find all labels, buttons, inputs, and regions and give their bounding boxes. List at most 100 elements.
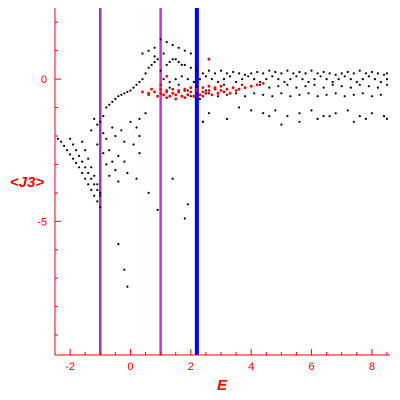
data-point	[132, 143, 135, 146]
data-point	[346, 109, 349, 112]
data-point	[99, 206, 102, 209]
data-point	[298, 120, 301, 123]
data-point	[241, 78, 244, 81]
data-point	[238, 106, 241, 109]
data-point	[114, 134, 117, 138]
data-point	[123, 268, 126, 271]
data-point	[108, 149, 111, 152]
data-point	[183, 217, 186, 220]
data-point	[135, 177, 138, 180]
data-point	[174, 58, 177, 61]
data-point	[141, 90, 144, 94]
data-point	[204, 91, 208, 95]
data-point	[171, 58, 174, 61]
data-point	[99, 191, 102, 194]
data-point	[93, 117, 96, 120]
data-point	[165, 74, 169, 78]
data-point	[307, 80, 310, 84]
axes: -2 0 2 4 6 8 0 -5	[37, 8, 390, 373]
data-point	[225, 72, 229, 75]
data-point	[219, 69, 223, 72]
data-point	[84, 177, 87, 180]
data-point	[207, 89, 211, 92]
data-point	[268, 86, 271, 89]
data-point	[207, 57, 211, 61]
x-tick-label: 8	[369, 361, 375, 373]
data-point	[292, 72, 295, 75]
data-point	[385, 72, 389, 75]
data-point	[235, 92, 238, 95]
data-point	[126, 90, 129, 93]
data-point	[138, 117, 141, 120]
x-tick-label: 6	[308, 361, 314, 373]
data-point	[283, 80, 286, 84]
data-point	[168, 94, 172, 98]
data-point	[144, 112, 147, 115]
data-point	[261, 82, 265, 85]
data-point	[141, 78, 144, 81]
data-point	[262, 93, 265, 96]
data-point	[334, 73, 337, 76]
data-point	[195, 87, 199, 91]
data-point	[201, 94, 205, 98]
data-point	[174, 93, 178, 97]
data-point	[255, 83, 259, 87]
data-point	[280, 123, 283, 126]
data-point	[304, 85, 307, 88]
data-point	[361, 92, 364, 95]
data-point	[222, 90, 226, 94]
data-point	[120, 93, 123, 96]
data-point	[135, 126, 138, 129]
data-point	[189, 52, 192, 55]
data-point	[183, 63, 186, 66]
data-point	[304, 72, 307, 75]
data-point	[171, 43, 174, 47]
data-point	[159, 38, 162, 41]
data-point	[168, 86, 171, 89]
data-point	[319, 75, 322, 78]
data-point	[204, 75, 207, 78]
data-point	[102, 152, 105, 155]
data-point	[192, 80, 195, 84]
data-point	[367, 75, 370, 78]
data-point	[111, 126, 114, 129]
data-point	[90, 166, 93, 169]
data-point	[126, 171, 129, 175]
data-point	[271, 95, 274, 98]
data-point	[147, 191, 150, 194]
data-point	[340, 72, 343, 75]
data-point	[370, 112, 373, 115]
data-point	[168, 80, 171, 84]
data-point	[198, 78, 201, 81]
data-point	[189, 86, 193, 89]
data-point	[69, 153, 72, 156]
data-point	[93, 174, 96, 177]
data-point	[96, 188, 99, 192]
y-tick-label: -5	[37, 216, 47, 228]
data-point	[120, 129, 123, 132]
data-point	[379, 80, 382, 84]
data-point	[262, 112, 265, 115]
data-point	[382, 73, 386, 76]
data-point	[385, 117, 389, 120]
data-point	[159, 69, 162, 72]
data-point	[56, 137, 60, 140]
data-point	[280, 72, 283, 75]
data-point	[268, 69, 271, 72]
data-point	[228, 75, 232, 78]
data-point	[358, 69, 361, 72]
data-point	[126, 285, 129, 288]
data-point	[216, 95, 220, 98]
data-point	[198, 97, 201, 101]
data-point	[316, 72, 319, 75]
data-point	[216, 91, 220, 95]
data-point	[310, 109, 313, 112]
data-point	[180, 75, 183, 78]
data-point	[247, 75, 250, 78]
vertical-lines	[99, 8, 199, 355]
data-point	[177, 46, 180, 49]
data-point	[253, 78, 256, 81]
data-point	[78, 166, 81, 169]
data-point	[165, 63, 168, 66]
data-point	[364, 117, 367, 120]
